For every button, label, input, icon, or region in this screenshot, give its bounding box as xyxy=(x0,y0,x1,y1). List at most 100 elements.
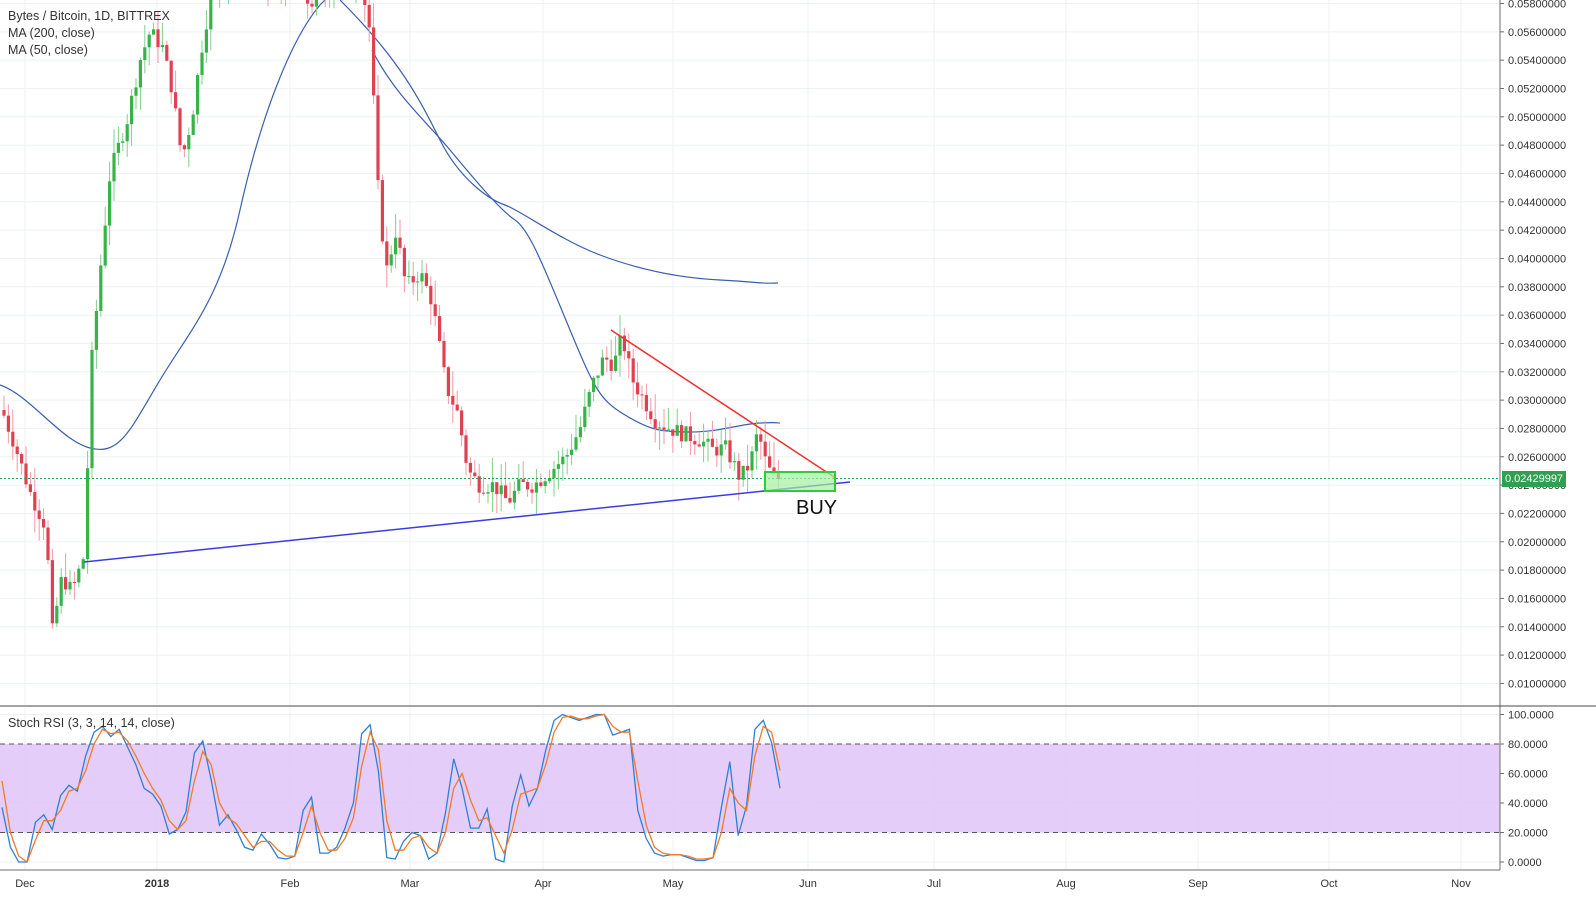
candle xyxy=(719,429,723,473)
candle-body xyxy=(570,449,574,455)
candle xyxy=(433,280,437,327)
candle-body xyxy=(59,577,63,606)
price-tick-label: 0.05800000 xyxy=(1508,0,1566,11)
candle-body xyxy=(719,444,723,456)
candle xyxy=(680,420,684,449)
candle-body xyxy=(675,425,679,436)
candle xyxy=(429,276,433,326)
candle xyxy=(754,420,758,470)
candle xyxy=(666,407,670,432)
price-tick-label: 0.02600000 xyxy=(1508,452,1566,464)
candle xyxy=(385,226,389,288)
candle xyxy=(160,22,164,53)
candle-body xyxy=(508,498,512,503)
candle xyxy=(204,10,208,63)
candle xyxy=(81,556,85,570)
candle xyxy=(416,271,420,302)
candle xyxy=(495,482,499,514)
candle xyxy=(156,11,160,63)
price-tick-label: 0.01800000 xyxy=(1508,565,1566,577)
candle xyxy=(504,462,508,499)
candle-body xyxy=(68,581,72,590)
time-tick-label: Sep xyxy=(1188,878,1208,890)
candle xyxy=(310,0,314,14)
candle xyxy=(605,346,609,373)
candle xyxy=(671,429,675,453)
candle-body xyxy=(112,152,116,182)
time-tick-label: Dec xyxy=(15,878,35,890)
candle xyxy=(285,0,287,7)
candle-body xyxy=(143,47,147,61)
time-tick-label: Jul xyxy=(927,878,941,890)
candle-body xyxy=(592,377,596,392)
candle xyxy=(50,548,54,629)
candle-body xyxy=(614,355,618,371)
candle xyxy=(732,452,736,472)
candle xyxy=(737,453,741,501)
price-tick-label: 0.04800000 xyxy=(1508,140,1566,152)
candle xyxy=(24,446,28,488)
candle xyxy=(548,469,552,484)
ma-200-legend[interactable]: MA (200, close) xyxy=(8,26,95,40)
candle xyxy=(543,477,547,494)
candle xyxy=(772,442,776,474)
candle xyxy=(539,473,543,488)
candle-body xyxy=(169,60,173,93)
candle-body xyxy=(548,477,552,482)
candle xyxy=(143,25,147,74)
candle-body xyxy=(622,335,626,352)
candle-body xyxy=(77,568,81,583)
stoch-k-line xyxy=(1,713,781,863)
candle-body xyxy=(165,44,169,61)
candle-body xyxy=(182,145,186,150)
candle xyxy=(741,465,745,487)
candle-body xyxy=(55,605,59,624)
candle xyxy=(191,110,195,136)
candle xyxy=(380,174,384,245)
price-tick-label: 0.04200000 xyxy=(1508,225,1566,237)
candle xyxy=(706,431,710,462)
price-tick-label: 0.02800000 xyxy=(1508,423,1566,435)
candle-body xyxy=(640,394,644,396)
candle xyxy=(324,0,326,8)
candle xyxy=(631,348,635,401)
candle xyxy=(306,0,310,19)
candle-body xyxy=(702,441,706,447)
price-tick-label: 0.01400000 xyxy=(1508,622,1566,634)
candle xyxy=(178,107,182,152)
stoch-rsi-legend[interactable]: Stoch RSI (3, 3, 14, 14, close) xyxy=(8,716,175,730)
candle-body xyxy=(121,141,125,143)
candle-body xyxy=(662,427,666,430)
candle-body xyxy=(688,426,692,442)
candle-body xyxy=(380,180,384,242)
candle-body xyxy=(750,451,754,471)
candle xyxy=(517,463,521,495)
candle-body xyxy=(11,431,15,447)
candle xyxy=(473,460,477,479)
candle-body xyxy=(314,0,318,7)
candle-body xyxy=(407,276,411,278)
candle xyxy=(200,40,204,85)
candle xyxy=(227,0,229,4)
candle-body xyxy=(209,0,213,30)
candle-body xyxy=(86,468,90,560)
candle xyxy=(15,439,19,472)
resistance-trendline xyxy=(610,329,835,478)
candle xyxy=(763,420,767,474)
ma-50-legend[interactable]: MA (50, close) xyxy=(8,43,88,57)
candle xyxy=(169,60,173,105)
candle xyxy=(697,431,701,448)
candle-body xyxy=(486,492,490,494)
candle xyxy=(482,476,486,496)
candle xyxy=(424,263,428,288)
candle xyxy=(196,72,200,124)
candle-body xyxy=(90,349,94,469)
candle xyxy=(438,304,442,343)
candle-body xyxy=(521,479,525,483)
candle xyxy=(411,261,415,296)
candle-body xyxy=(376,95,380,181)
candle xyxy=(702,423,706,463)
price-tick-label: 0.03400000 xyxy=(1508,338,1566,350)
candle-body xyxy=(424,273,428,286)
